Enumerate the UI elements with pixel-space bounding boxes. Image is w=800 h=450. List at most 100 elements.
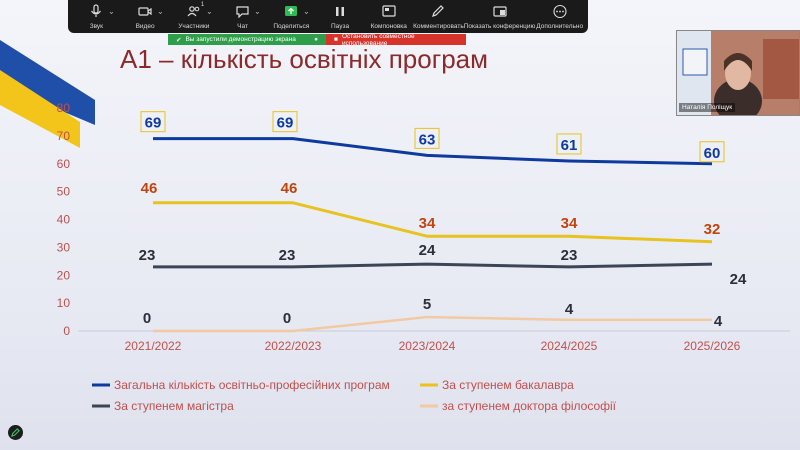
pencil-icon [11, 428, 20, 437]
data-label: 69 [145, 115, 162, 132]
stop-icon: ■ [334, 36, 338, 43]
y-tick-label: 30 [57, 240, 71, 254]
data-label: 63 [419, 131, 436, 148]
data-label: 61 [561, 137, 578, 154]
series-line-3 [153, 262, 713, 269]
participants-icon [186, 4, 202, 18]
sharing-banner: ✔ Вы запустили демонстрацию экрана ● ■ О… [168, 32, 466, 47]
slide-title: А1 – кількість освітніх програм [120, 44, 488, 74]
toolbar-button-annotate-pencil[interactable]: Комментировать [413, 0, 464, 30]
data-label: 24 [730, 271, 747, 288]
toolbar-label: Чат [237, 23, 248, 30]
annotate-pencil-icon [430, 4, 446, 18]
toolbar-button-more[interactable]: Дополнительно [535, 0, 584, 30]
participant-name: Наталія Поліщук [679, 103, 736, 112]
data-label: 34 [419, 215, 436, 232]
toolbar-button-participants[interactable]: 1 ⌃ Участники [169, 0, 218, 30]
data-label: 0 [143, 310, 151, 327]
y-tick-label: 70 [57, 129, 71, 143]
toolbar-label: Поделиться [273, 23, 310, 30]
participants-count-badge: 1 [200, 2, 205, 8]
data-label: 46 [281, 180, 298, 197]
toolbar-button-microphone[interactable]: ⌃ Звук [72, 0, 121, 30]
y-tick-label: 40 [57, 213, 71, 227]
data-label: 34 [561, 215, 578, 232]
x-tick-label: 2023/2024 [399, 339, 456, 353]
annotation-button[interactable] [8, 425, 23, 440]
toolbar-button-share-screen[interactable]: ⌃ Поделиться [267, 0, 316, 30]
stop-sharing-button[interactable]: ■ Остановить совместное использование [326, 32, 466, 47]
legend-label: за ступенем доктора філософії [442, 399, 617, 413]
show-meeting-icon [492, 4, 508, 18]
toolbar-button-pause[interactable]: Пауза [316, 0, 365, 30]
chevron-up-icon[interactable]: ⌃ [108, 6, 115, 15]
data-label: 23 [561, 247, 578, 264]
legend-label: Загальна кількість освітньо-професійних … [114, 378, 390, 392]
shield-icon: ● [314, 36, 318, 43]
series-line-2 [153, 201, 713, 244]
toolbar-label: Звук [89, 23, 104, 30]
chevron-up-icon[interactable]: ⌃ [254, 6, 261, 15]
data-label: 23 [279, 247, 296, 264]
toolbar-button-layout[interactable]: Компоновка [364, 0, 413, 30]
toolbar-button-chat[interactable]: ⌃ Чат [218, 0, 267, 30]
x-tick-label: 2021/2022 [125, 339, 182, 353]
share-screen-icon [283, 4, 299, 18]
data-label-box [699, 141, 725, 163]
toolbar-button-video-camera[interactable]: ⌃ Видео [121, 0, 170, 30]
toolbar-label: Показать конференцию [463, 23, 536, 30]
sharing-status: ✔ Вы запустили демонстрацию экрана ● [168, 34, 326, 45]
chevron-up-icon[interactable]: ⌃ [156, 6, 164, 15]
series-line-4 [153, 315, 712, 333]
toolbar-label: Компоновка [370, 23, 407, 30]
x-tick-label: 2025/2026 [684, 339, 741, 353]
y-tick-label: 60 [57, 157, 71, 171]
data-label: 23 [139, 247, 156, 264]
participant-video[interactable]: Наталія Поліщук [676, 30, 800, 116]
data-label: 24 [419, 242, 436, 259]
video-frame [677, 31, 799, 115]
data-label: 32 [704, 221, 721, 238]
chat-icon [235, 4, 251, 18]
decorative-stripes [0, 40, 95, 148]
toolbar-button-show-meeting[interactable]: Показать конференцию [463, 0, 536, 30]
data-label-box [272, 111, 298, 133]
legend-label: За ступенем магістра [114, 399, 234, 413]
toolbar-label: Комментировать [413, 23, 464, 30]
chevron-up-icon[interactable]: ⌃ [205, 6, 213, 15]
toolbar-label: Пауза [331, 23, 350, 30]
more-icon [552, 4, 568, 18]
y-tick-label: 80 [57, 101, 71, 115]
data-label: 60 [704, 145, 721, 162]
legend-label: За ступенем бакалавра [442, 378, 574, 392]
meeting-toolbar: ⌃ Звук ⌃ Видео 1 ⌃ Участники ⌃ Чат ⌃ Поделиться Пау… [68, 0, 588, 33]
pause-icon [332, 4, 348, 18]
toolbar-label: Дополнительно [536, 23, 584, 30]
data-label: 5 [423, 296, 431, 313]
data-label-box [414, 127, 440, 149]
data-label: 4 [565, 301, 574, 318]
y-tick-label: 50 [57, 185, 71, 199]
data-label: 46 [141, 180, 158, 197]
y-tick-label: 10 [57, 296, 71, 310]
microphone-icon [88, 4, 104, 18]
data-label: 0 [283, 310, 291, 327]
layout-icon [381, 4, 397, 18]
data-label: 4 [714, 313, 723, 330]
series-line-1 [153, 137, 713, 166]
data-label: 69 [277, 115, 294, 132]
data-label-box [140, 111, 166, 133]
y-tick-label: 0 [63, 324, 70, 338]
video-camera-icon [137, 4, 153, 18]
sharing-icon: ✔ [176, 36, 182, 44]
chevron-up-icon[interactable]: ⌃ [302, 6, 310, 15]
toolbar-label: Участники [178, 23, 210, 30]
stop-sharing-text: Остановить совместное использование [341, 32, 415, 47]
toolbar-label: Видео [135, 23, 155, 30]
data-label-box [556, 133, 582, 155]
x-tick-label: 2024/2025 [541, 339, 598, 353]
sharing-status-text: Вы запустили демонстрацию экрана [185, 36, 296, 43]
y-tick-label: 20 [57, 268, 71, 282]
